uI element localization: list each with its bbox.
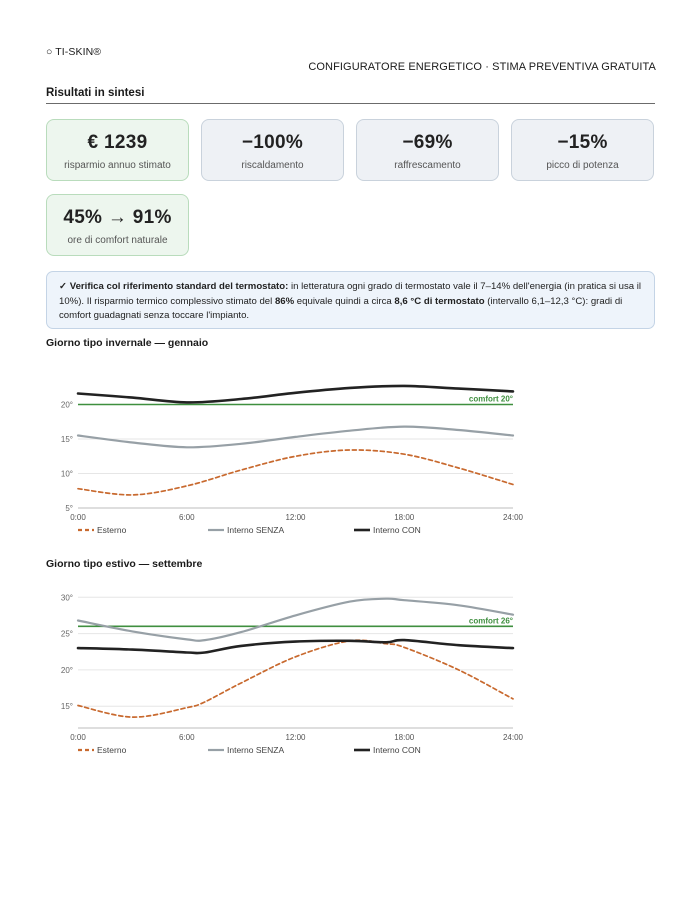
x-tick-label: 18:00 <box>394 733 415 742</box>
comfort-label: comfort 26° <box>469 616 513 625</box>
x-tick-label: 24:00 <box>503 513 524 522</box>
y-tick-label: 10° <box>61 470 73 479</box>
kpi-value: −100% <box>241 132 304 153</box>
note-lead: Verifica col riferimento standard del te… <box>69 281 289 292</box>
kpi-label: riscaldamento <box>241 160 304 171</box>
legend-label: Interno SENZA <box>227 745 284 755</box>
x-tick-label: 12:00 <box>285 733 306 742</box>
y-tick-label: 20° <box>61 666 73 675</box>
x-tick-label: 0:00 <box>70 733 86 742</box>
kpi-value: −15% <box>557 132 608 153</box>
comfort-label: comfort 20° <box>469 395 513 404</box>
series-line-esterno <box>77 449 514 496</box>
section-title: Risultati in sintesi <box>46 87 145 99</box>
kpi-label: raffrescamento <box>394 160 461 171</box>
kpi-card-savings: € 1239 risparmio annuo stimato <box>46 119 189 181</box>
kpi-card-comfort-hours: 45% → 91% ore di comfort naturale <box>46 194 189 256</box>
brand-logo: ○ TI-SKIN® <box>46 46 102 58</box>
chart-title-winter: Giorno tipo invernale — gennaio <box>46 337 209 349</box>
legend-label: Interno CON <box>373 745 421 755</box>
note-highlight: 86% <box>274 295 295 307</box>
note-text: (intervallo 6,1–12,3 °C): gradi di comfo… <box>59 295 623 322</box>
chart-title-summer: Giorno tipo estivo — settembre <box>46 558 203 570</box>
x-tick-label: 6:00 <box>179 733 195 742</box>
kpi-value: 45% → 91% <box>63 207 172 228</box>
series-line-interno-senza <box>76 425 515 449</box>
series-line-esterno <box>77 639 514 718</box>
x-tick-label: 6:00 <box>179 513 195 522</box>
series-line-interno-con <box>76 638 515 655</box>
x-tick-label: 24:00 <box>503 733 524 742</box>
kpi-card-peak-power: −15% picco di potenza <box>511 119 654 181</box>
legend-label: Esterno <box>97 525 127 535</box>
legend-label: Interno SENZA <box>227 525 284 535</box>
note-highlight: 8,6 °C di termostato <box>394 295 485 307</box>
legend-label: Interno CON <box>373 525 421 535</box>
kpi-label: risparmio annuo stimato <box>64 160 171 171</box>
check-icon: ✓ <box>59 281 68 292</box>
thermostat-note: ✓ Verifica col riferimento standard del … <box>46 271 655 329</box>
kpi-card-heating: −100% riscaldamento <box>201 119 344 181</box>
section-divider <box>46 103 655 104</box>
series-line-interno-senza <box>76 597 515 642</box>
kpi-value: −69% <box>402 132 453 153</box>
y-tick-label: 20° <box>61 401 73 410</box>
y-tick-label: 5° <box>65 504 73 513</box>
y-tick-label: 15° <box>61 435 73 444</box>
kpi-card-cooling: −69% raffrescamento <box>356 119 499 181</box>
series-line-interno-con <box>76 384 515 404</box>
note-text: equivale quindi a circa <box>294 295 395 307</box>
note-text: in letteratura ogni grado di termostato … <box>59 281 642 307</box>
winter-temperature-chart: 5° 10° 15° 20° 0:00 6:00 12:00 18:00 24:00 comfor… <box>61 384 524 535</box>
kpi-label: ore di comfort naturale <box>67 235 168 246</box>
summer-temperature-chart: 15° 20° 25° 30° 0:00 6:00 12:00 18:00 24:00 comfo… <box>61 593 524 755</box>
legend-label: Esterno <box>97 745 127 755</box>
document-subtitle: CONFIGURATORE ENERGETICO · STIMA PREVENT… <box>308 61 656 73</box>
kpi-value: € 1239 <box>87 132 148 153</box>
y-tick-label: 25° <box>61 630 73 639</box>
x-tick-label: 0:00 <box>70 513 86 522</box>
x-tick-label: 12:00 <box>285 513 306 522</box>
x-tick-label: 18:00 <box>394 513 415 522</box>
y-tick-label: 15° <box>61 702 73 711</box>
kpi-label: picco di potenza <box>546 160 619 171</box>
y-tick-label: 30° <box>61 593 73 602</box>
